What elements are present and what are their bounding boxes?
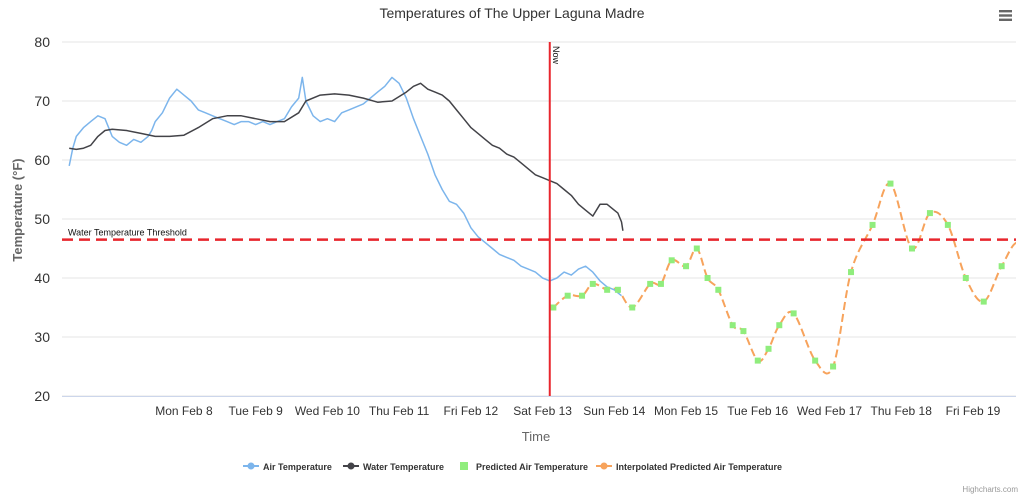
- x-tick-label: Wed Feb 10: [295, 404, 360, 418]
- x-tick-label: Tue Feb 9: [229, 404, 284, 418]
- predicted-air-temperature-point[interactable]: [704, 275, 711, 281]
- y-axis-title: Temperature (°F): [10, 158, 25, 261]
- predicted-air-temperature-point[interactable]: [790, 310, 797, 317]
- x-tick-label: Sun Feb 14: [583, 404, 645, 418]
- predicted-air-temperature-point[interactable]: [830, 363, 837, 370]
- predicted-air-temperature-point[interactable]: [668, 257, 675, 264]
- series-line-water-temperature: [69, 82, 624, 231]
- predicted-air-temperature-point[interactable]: [683, 263, 690, 270]
- legend-item[interactable]: Interpolated Predicted Air Temperature: [596, 462, 782, 472]
- predicted-air-temperature-point[interactable]: [754, 357, 761, 364]
- predicted-air-temperature-point[interactable]: [812, 357, 819, 364]
- predicted-air-temperature-point[interactable]: [944, 221, 951, 228]
- predicted-air-temperature-point[interactable]: [647, 280, 654, 287]
- legend-item[interactable]: Water Temperature: [343, 462, 444, 472]
- predicted-air-temperature-point[interactable]: [962, 275, 969, 281]
- predicted-air-temperature-point[interactable]: [908, 245, 915, 252]
- threshold-label: Water Temperature Threshold: [68, 228, 187, 238]
- x-tick-label: Mon Feb 15: [654, 404, 718, 418]
- predicted-air-temperature-point[interactable]: [564, 292, 571, 299]
- predicted-air-temperature-point[interactable]: [776, 322, 783, 329]
- y-axis: 20 30 40 50 60 70 80: [34, 34, 50, 404]
- predicted-air-temperature-point[interactable]: [848, 269, 855, 276]
- predicted-air-temperature-point[interactable]: [926, 210, 933, 217]
- y-tick-label: 80: [34, 34, 50, 50]
- series-clip-group: [68, 76, 1023, 375]
- legend-item[interactable]: Predicted Air Temperature: [460, 462, 588, 472]
- predicted-air-temperature-point[interactable]: [740, 328, 747, 335]
- plot-overlays: Water Temperature Threshold Now: [62, 42, 1016, 396]
- grid-lines: [62, 41, 1016, 397]
- chart-title: Temperatures of The Upper Laguna Madre: [379, 5, 644, 21]
- predicted-air-temperature-point[interactable]: [715, 286, 722, 293]
- predicted-air-temperature-point[interactable]: [729, 322, 736, 329]
- legend: Air Temperature Water Temperature Predicte…: [243, 462, 782, 472]
- predicted-air-temperature-point[interactable]: [550, 304, 557, 311]
- x-tick-label: Tue Feb 16: [727, 404, 788, 418]
- legend-label: Water Temperature: [363, 462, 444, 472]
- legend-label: Interpolated Predicted Air Temperature: [616, 462, 782, 472]
- x-axis-title: Time: [522, 429, 550, 444]
- predicted-air-temperature-point[interactable]: [869, 221, 876, 228]
- y-tick-label: 50: [34, 211, 50, 227]
- legend-circle-symbol: [600, 462, 608, 470]
- x-axis: Mon Feb 8 Tue Feb 9 Wed Feb 10 Thu Feb 11 Fr…: [62, 396, 1016, 418]
- x-tick-label: Thu Feb 11: [369, 404, 430, 418]
- x-tick-label: Wed Feb 17: [797, 404, 862, 418]
- legend-square-symbol: [460, 462, 468, 470]
- hamburger-menu-icon: [999, 10, 1012, 21]
- series-line-air-temperature: [68, 76, 622, 297]
- predicted-air-temperature-point[interactable]: [1017, 240, 1023, 246]
- x-tick-label: Fri Feb 12: [444, 404, 499, 418]
- y-tick-label: 20: [34, 388, 50, 404]
- predicted-air-temperature-point[interactable]: [604, 286, 611, 293]
- predicted-air-temperature-point[interactable]: [657, 280, 664, 287]
- legend-item[interactable]: Air Temperature: [243, 462, 332, 472]
- predicted-air-temperature-point[interactable]: [614, 286, 621, 293]
- predicted-air-temperature-point[interactable]: [998, 263, 1005, 270]
- y-tick-label: 70: [34, 93, 50, 109]
- y-tick-label: 30: [34, 329, 50, 345]
- legend-label: Predicted Air Temperature: [476, 462, 588, 472]
- legend-circle-symbol: [247, 462, 255, 470]
- predicted-air-temperature-point[interactable]: [765, 345, 772, 352]
- predicted-air-temperature-point[interactable]: [579, 292, 586, 299]
- credits-link[interactable]: Highcharts.com: [962, 485, 1018, 494]
- context-menu-button[interactable]: [995, 6, 1017, 24]
- predicted-air-temperature-point[interactable]: [887, 180, 894, 187]
- x-tick-label: Thu Feb 18: [871, 404, 933, 418]
- legend-label: Air Temperature: [263, 462, 332, 472]
- x-tick-label: Fri Feb 19: [946, 404, 1001, 418]
- now-label: Now: [551, 46, 561, 65]
- legend-circle-symbol: [347, 462, 355, 470]
- predicted-air-temperature-point[interactable]: [980, 298, 987, 305]
- predicted-air-temperature-point[interactable]: [589, 280, 596, 287]
- x-tick-label: Mon Feb 8: [155, 404, 213, 418]
- predicted-air-temperature-point[interactable]: [629, 304, 636, 311]
- y-tick-label: 40: [34, 270, 50, 286]
- x-tick-label: Sat Feb 13: [513, 404, 572, 418]
- series-layer: [68, 76, 1023, 375]
- predicted-air-temperature-point[interactable]: [693, 245, 700, 252]
- y-tick-label: 60: [34, 152, 50, 168]
